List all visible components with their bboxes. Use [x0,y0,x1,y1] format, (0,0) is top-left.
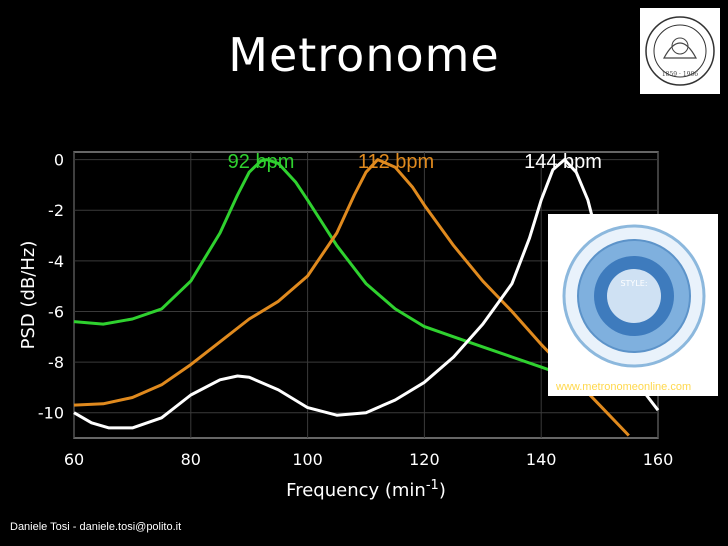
author-footer: Daniele Tosi - daniele.tosi@polito.it [10,521,182,533]
x-tick-label: 60 [64,450,84,469]
y-tick-label: -6 [48,302,64,321]
metronome-website-url: www.metronomeonline.com [556,381,692,393]
y-tick-label: -2 [48,201,64,220]
svg-text:1859 · 1906: 1859 · 1906 [662,71,698,78]
series-line-2 [73,158,630,437]
x-tick-label: 100 [292,450,323,469]
x-tick-label: 80 [181,450,201,469]
y-tick-label: 0 [54,151,64,170]
peak-label-3: 144 bpm [524,151,602,173]
y-tick-label: -10 [38,404,64,423]
metronome-dial-image: STYLE: [548,214,718,396]
x-tick-label: 120 [409,450,440,469]
slide-title: Metronome [228,28,500,82]
x-axis-label: Frequency (min-1) [286,478,446,500]
series-line-1 [73,158,659,392]
y-axis-label: PSD (dB/Hz) [18,241,39,350]
peak-label-2: 112 bpm [358,151,434,173]
x-tick-label: 160 [643,450,674,469]
y-tick-label: -4 [48,252,64,271]
dial-center-label: STYLE: [620,279,647,288]
university-seal-logo: 1859 · 1906 [640,8,720,94]
x-tick-label: 140 [526,450,557,469]
peak-label-1: 92 bpm [228,151,295,173]
y-tick-label: -8 [48,353,64,372]
